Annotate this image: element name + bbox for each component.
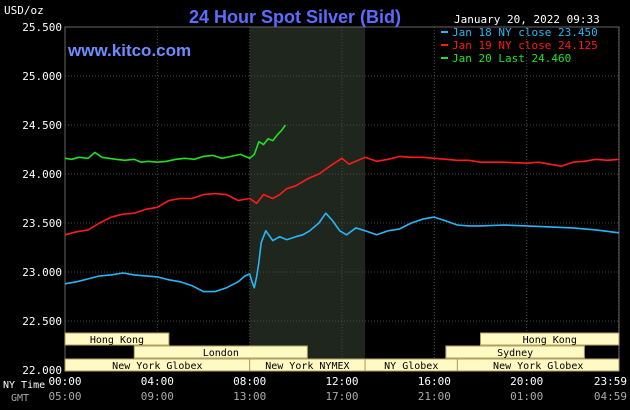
- nymex-highlight-band: [249, 27, 366, 370]
- session-label: New York Globex: [112, 361, 202, 372]
- x-tick-label-ny: 23:59: [594, 375, 627, 388]
- session-label: London: [203, 348, 239, 359]
- session-bar: Hong Kong: [480, 332, 620, 346]
- session-label: Hong Kong: [90, 335, 144, 346]
- session-bar: New York Globex: [456, 358, 620, 372]
- session-bar-box: [456, 358, 620, 372]
- x-tick-label-gmt: 09:00: [141, 390, 174, 403]
- y-tick-label: 23.000: [22, 266, 62, 279]
- series-line-jan19: [64, 155, 620, 236]
- session-bar-box: [64, 332, 170, 346]
- y-tick-label: 22.500: [22, 315, 62, 328]
- gmt-row-label: GMT: [11, 393, 29, 404]
- y-tick-label: 22.000: [22, 364, 62, 377]
- session-label: New York NYMEX: [265, 361, 349, 372]
- series-line-jan18: [64, 212, 620, 293]
- legend-item: Jan 19 NY close 24.125: [441, 39, 598, 52]
- legend-label: Jan 20 Last 24.460: [452, 52, 571, 65]
- x-tick-label-gmt: 05:00: [48, 390, 81, 403]
- session-bar: New York Globex: [64, 358, 251, 372]
- session-label: Sydney: [497, 348, 533, 359]
- y-unit-label: USD/oz: [4, 4, 44, 17]
- x-tick-label-gmt: 17:00: [325, 390, 358, 403]
- chart-title: 24 Hour Spot Silver (Bid): [189, 7, 401, 27]
- x-tick-label-ny: 04:00: [141, 375, 174, 388]
- x-tick-label-gmt: 01:00: [510, 390, 543, 403]
- legend-label: Jan 18 NY close 23.450: [452, 26, 598, 39]
- session-bar-box: [133, 345, 308, 359]
- session-label: NY Globex: [384, 361, 438, 372]
- session-bar-box: [445, 345, 585, 359]
- x-tick-label-ny: 12:00: [325, 375, 358, 388]
- session-bar: Hong Kong: [64, 332, 170, 346]
- session-bar: London: [133, 345, 308, 359]
- session-label: Hong Kong: [523, 335, 577, 346]
- chart-timestamp: January 20, 2022 09:33: [454, 13, 600, 26]
- legend-label: Jan 19 NY close 24.125: [452, 39, 598, 52]
- x-tick-label-gmt: 04:59: [594, 390, 627, 403]
- y-tick-label: 25.500: [22, 21, 62, 34]
- y-tick-label: 24.500: [22, 119, 62, 132]
- y-tick-label: 25.000: [22, 70, 62, 83]
- session-bar-box: [480, 332, 620, 346]
- x-tick-label-ny: 20:00: [510, 375, 543, 388]
- y-tick-label: 24.000: [22, 168, 62, 181]
- session-bar: Sydney: [445, 345, 585, 359]
- legend-item: Jan 18 NY close 23.450: [441, 26, 598, 39]
- x-tick-label-ny: 16:00: [418, 375, 451, 388]
- x-tick-label-ny: 00:00: [48, 375, 81, 388]
- legend-item: Jan 20 Last 24.460: [441, 52, 571, 65]
- y-tick-label: 23.500: [22, 217, 62, 230]
- session-bar: NY Globex: [364, 358, 458, 372]
- x-tick-label-gmt: 21:00: [418, 390, 451, 403]
- series-line-jan20: [64, 124, 287, 163]
- x-tick-label-ny: 08:00: [233, 375, 266, 388]
- ny-time-row-label: NY Time: [3, 380, 45, 391]
- site-watermark: www.kitco.com: [67, 41, 191, 60]
- session-bar: New York NYMEX: [249, 358, 366, 372]
- x-tick-label-gmt: 13:00: [233, 390, 266, 403]
- session-label: New York Globex: [493, 361, 583, 372]
